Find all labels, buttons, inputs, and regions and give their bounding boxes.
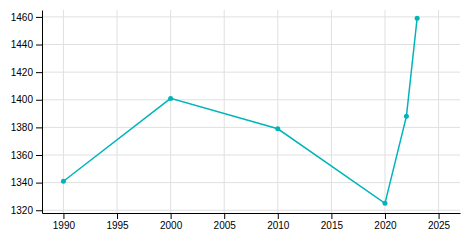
x-tick-mark xyxy=(117,213,118,219)
grid xyxy=(42,10,460,213)
x-tick-mark xyxy=(278,213,279,219)
point xyxy=(168,96,173,101)
grid-line-y xyxy=(42,99,460,100)
y-tick-mark xyxy=(36,155,42,156)
x-tick: 2005 xyxy=(214,213,237,231)
x-tick: 2020 xyxy=(374,213,397,231)
x-tick: 2015 xyxy=(321,213,344,231)
y-tick-mark xyxy=(36,72,42,73)
marks xyxy=(61,16,420,206)
grid-line-y xyxy=(42,182,460,183)
point xyxy=(61,179,66,184)
x-tick-label: 2010 xyxy=(267,220,290,231)
y-tick: 1320 xyxy=(11,205,42,216)
x-tick: 1990 xyxy=(53,213,76,231)
point xyxy=(415,16,420,21)
y-tick-label: 1380 xyxy=(11,122,34,133)
y-tick-label: 1440 xyxy=(11,39,34,50)
y-tick: 1420 xyxy=(11,67,42,78)
point xyxy=(275,126,280,131)
y-tick-label: 1400 xyxy=(11,94,34,105)
x-tick-label: 2005 xyxy=(214,220,237,231)
y-tick-mark xyxy=(36,210,42,211)
grid-line-y xyxy=(42,16,460,17)
grid-line-y xyxy=(42,210,460,211)
plot: 1990 1995 2000 2005 2010 2015 2020 2025 1320 1340… xyxy=(11,10,461,231)
y-tick: 1340 xyxy=(11,177,42,188)
x-tick-mark xyxy=(385,213,386,219)
x-tick-label: 2000 xyxy=(160,220,183,231)
y-tick-label: 1420 xyxy=(11,67,34,78)
x-tick-mark xyxy=(439,213,440,219)
x-tick-mark xyxy=(224,213,225,219)
x-tick-mark xyxy=(63,213,64,219)
y-tick-label: 1340 xyxy=(11,177,34,188)
y-tick: 1440 xyxy=(11,39,42,50)
x-tick-label: 1990 xyxy=(53,220,76,231)
point xyxy=(404,114,409,119)
y-tick-mark xyxy=(36,183,42,184)
x-tick: 2010 xyxy=(267,213,290,231)
y-axis: 1320 1340 1360 1380 1400 1420 1440 1460 xyxy=(11,11,43,216)
y-tick-label: 1320 xyxy=(11,205,34,216)
y-tick: 1400 xyxy=(11,94,42,105)
x-tick: 2000 xyxy=(160,213,183,231)
x-tick-label: 2015 xyxy=(321,220,344,231)
x-axis: 1990 1995 2000 2005 2010 2015 2020 2025 xyxy=(43,213,461,231)
x-tick-label: 2020 xyxy=(374,220,397,231)
x-axis-line xyxy=(43,213,461,214)
grid-line-y xyxy=(42,127,460,128)
y-tick-mark xyxy=(36,127,42,128)
x-tick: 1995 xyxy=(106,213,129,231)
grid-line-y xyxy=(42,44,460,45)
y-tick-mark xyxy=(36,17,42,18)
x-tick: 2025 xyxy=(428,213,451,231)
y-tick: 1360 xyxy=(11,150,42,161)
y-tick-mark xyxy=(36,45,42,46)
grid-line-y xyxy=(42,72,460,73)
line xyxy=(63,18,417,203)
x-tick-label: 2025 xyxy=(428,220,451,231)
y-tick: 1380 xyxy=(11,122,42,133)
x-tick-label: 1995 xyxy=(106,220,129,231)
y-tick: 1460 xyxy=(11,12,42,23)
y-axis-line xyxy=(42,11,43,214)
point xyxy=(382,201,387,206)
x-tick-mark xyxy=(171,213,172,219)
x-tick-mark xyxy=(331,213,332,219)
y-tick-label: 1360 xyxy=(11,150,34,161)
chart: 1990 1995 2000 2005 2010 2015 2020 2025 1320 1340… xyxy=(0,0,474,237)
y-tick-mark xyxy=(36,100,42,101)
y-tick-label: 1460 xyxy=(11,12,34,23)
